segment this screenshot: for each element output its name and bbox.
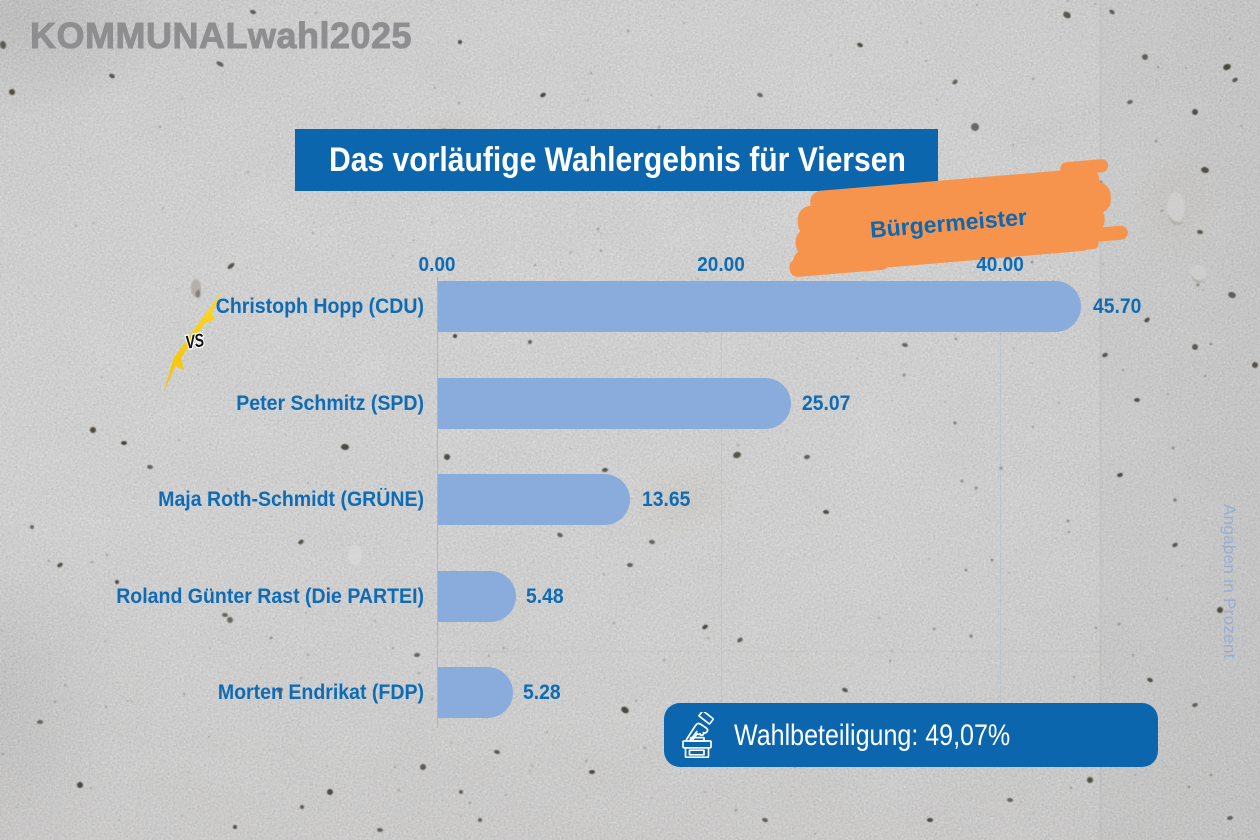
- svg-text:VS: VS: [184, 329, 206, 353]
